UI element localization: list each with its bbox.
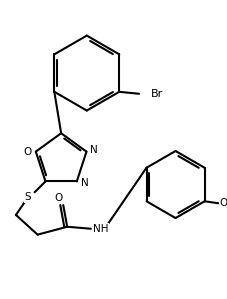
Text: NH: NH — [93, 224, 109, 234]
Text: O: O — [24, 147, 32, 157]
Text: Br: Br — [151, 89, 163, 99]
Text: S: S — [25, 192, 31, 202]
Text: N: N — [81, 179, 89, 188]
Text: N: N — [91, 145, 98, 155]
Text: O: O — [54, 193, 62, 203]
Text: O: O — [219, 198, 227, 208]
